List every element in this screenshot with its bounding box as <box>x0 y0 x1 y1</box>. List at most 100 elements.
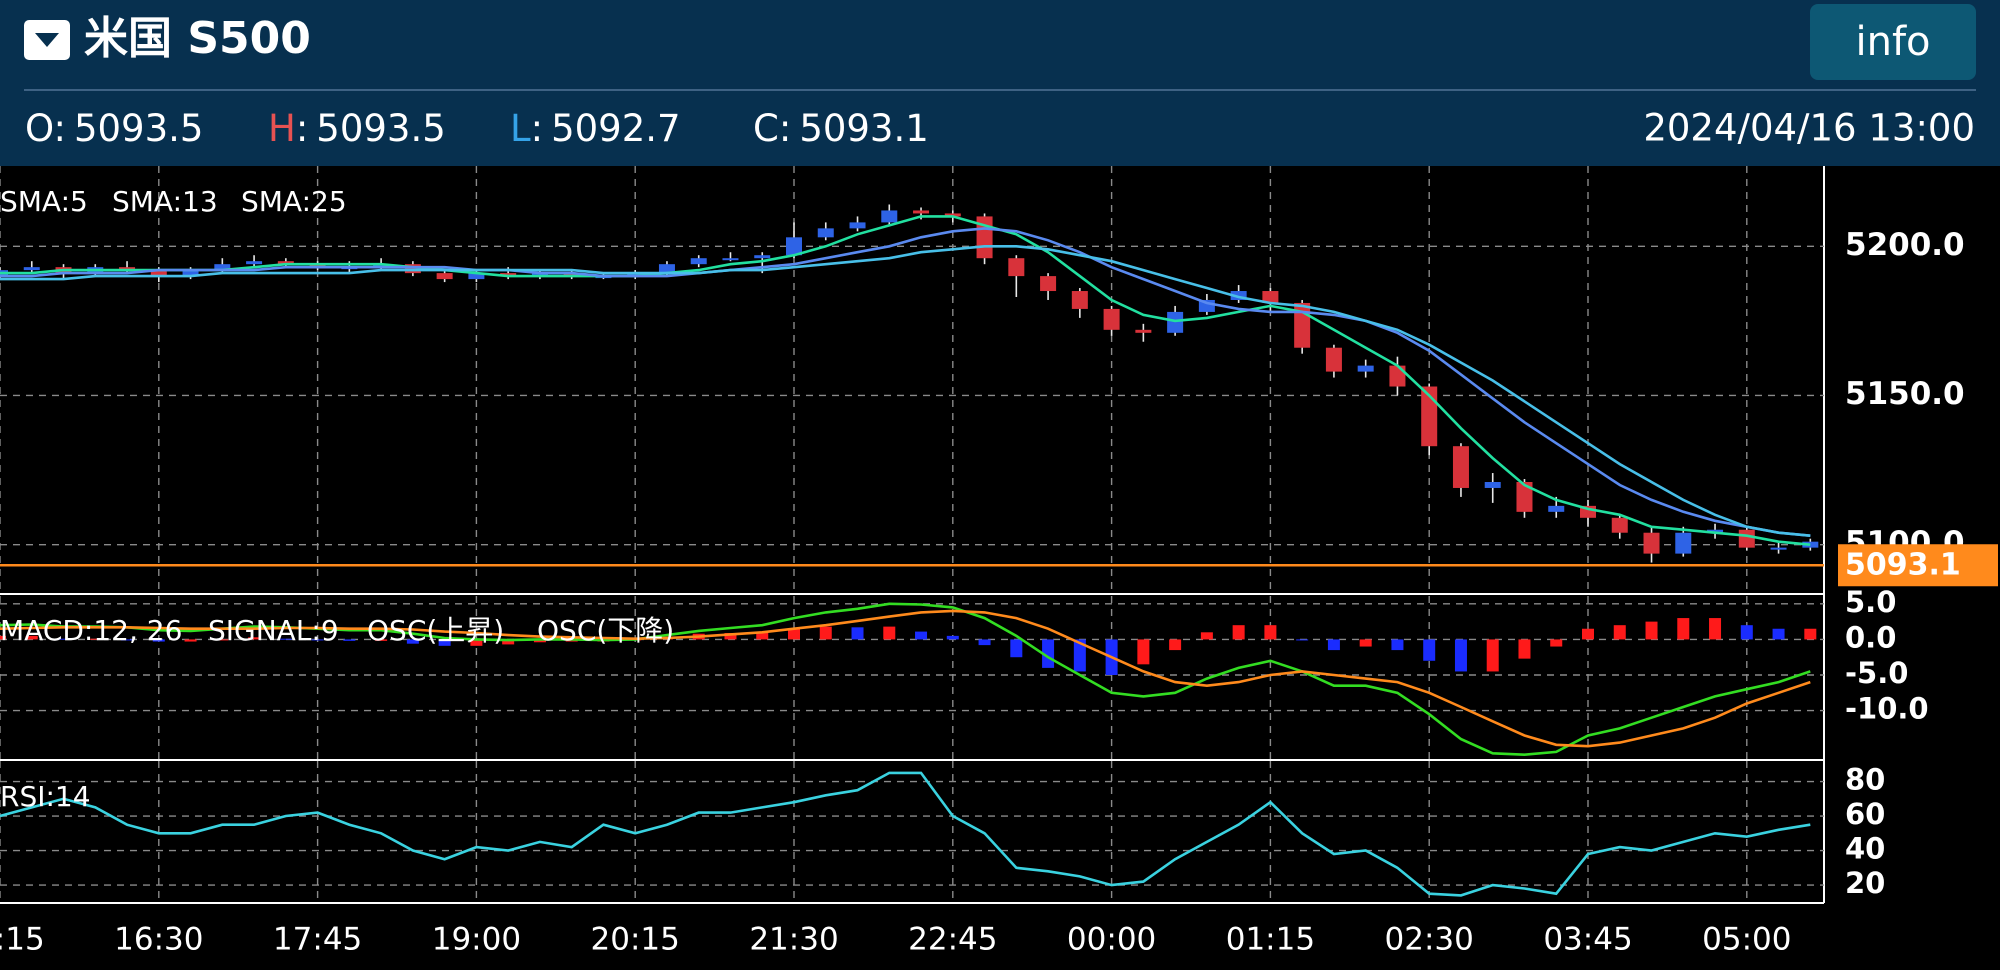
osc-bar <box>1740 625 1753 640</box>
candle-body <box>182 270 199 277</box>
candle-body <box>563 273 580 277</box>
ohlc-sep: : <box>531 107 543 150</box>
osc-bar <box>1169 639 1182 651</box>
x-tick-label: 21:30 <box>749 922 838 958</box>
x-tick-label: 05:00 <box>1702 922 1791 958</box>
candle-body <box>881 210 898 223</box>
candle-body <box>500 273 517 277</box>
legend-entry: SIGNAL:9 <box>208 614 339 647</box>
ohlc-item: L: 5092.7 <box>510 107 681 150</box>
candle-body <box>1325 347 1342 372</box>
osc-bar <box>1772 628 1785 640</box>
current-price-label: 5093.1 <box>1845 548 1961 583</box>
candle-body <box>1135 329 1152 333</box>
osc-bar <box>1296 639 1309 641</box>
candle-body <box>1516 481 1533 512</box>
osc-bar <box>756 632 769 640</box>
ohlc-value: 5092.7 <box>551 107 680 150</box>
dropdown-arrow <box>35 33 59 47</box>
candle-body <box>1167 311 1184 333</box>
indicator-line <box>0 215 1811 546</box>
candle-body <box>913 210 930 214</box>
x-tick-label: 15:15 <box>0 922 45 958</box>
osc-bar <box>1645 621 1658 640</box>
indicator-line <box>0 245 1811 537</box>
ohlc-key: H <box>268 107 296 150</box>
osc-bar <box>1709 618 1722 640</box>
candle-body <box>436 273 453 280</box>
osc-bar <box>343 639 356 641</box>
x-tick-label: 03:45 <box>1543 922 1632 958</box>
osc-bar <box>57 638 70 640</box>
candle-body <box>531 273 548 277</box>
candle-body <box>849 222 866 229</box>
candle-body <box>627 273 644 277</box>
ohlc-value: 5093.5 <box>74 107 203 150</box>
osc-bar <box>1264 625 1277 640</box>
y-tick-label: 5200.0 <box>1845 227 1965 263</box>
candle-body <box>1452 446 1469 488</box>
osc-bar <box>406 639 419 644</box>
x-tick-label: 19:00 <box>432 922 521 958</box>
candle-body <box>1548 505 1565 512</box>
osc-bar <box>1137 639 1150 665</box>
candle-body <box>1230 291 1247 300</box>
candle-body <box>150 270 167 277</box>
candle-body <box>1675 532 1692 554</box>
legend-entry: OSC(上昇) <box>367 614 504 647</box>
osc-bar <box>184 639 197 642</box>
x-tick-label: 16:30 <box>114 922 203 958</box>
osc-bar <box>311 639 324 641</box>
candle-body <box>1738 529 1755 548</box>
ohlc-item: O: 5093.5 <box>25 107 203 150</box>
osc-bar <box>152 639 165 642</box>
ohlc-sep: : <box>296 107 308 150</box>
osc-bar <box>25 635 38 640</box>
datetime: 2024/04/16 13:00 <box>1643 107 1975 150</box>
osc-bar <box>1454 639 1467 672</box>
candle-body <box>1802 541 1819 548</box>
osc-bar <box>502 639 515 645</box>
indicator-line <box>0 609 1811 748</box>
candle-body <box>1484 481 1501 488</box>
candle-body <box>277 261 294 265</box>
osc-bar <box>1582 628 1594 640</box>
osc-bar <box>1613 625 1626 640</box>
ohlc-sep: : <box>779 107 791 150</box>
candle-body <box>1707 529 1724 533</box>
info-button-label[interactable]: info <box>1855 19 1930 65</box>
candle-body <box>1357 365 1374 372</box>
x-tick-label: 17:45 <box>273 922 362 958</box>
osc-bar <box>946 635 959 640</box>
osc-bar <box>1327 639 1340 651</box>
info-button[interactable] <box>1810 4 1976 80</box>
osc-bar <box>216 639 229 641</box>
ohlc-value: 5093.5 <box>316 107 445 150</box>
candle-body <box>1040 276 1057 292</box>
candle-body <box>1008 258 1025 277</box>
legend-entry: MACD:12, 26 <box>0 614 182 647</box>
legend-entry: SMA:13 <box>112 185 218 218</box>
indicator-line <box>0 771 1811 897</box>
ohlc-sep: : <box>53 107 65 150</box>
x-tick-label: 00:00 <box>1067 922 1156 958</box>
y-tick-label: -10.0 <box>1845 692 1929 726</box>
legend-entry: OSC(下降) <box>537 614 674 647</box>
candle-body <box>1071 291 1088 309</box>
legend-entry: SMA:5 <box>0 185 88 218</box>
candle-body <box>722 258 739 261</box>
osc-bar <box>978 639 991 646</box>
ohlc-item: H: 5093.5 <box>268 107 446 150</box>
osc-bar <box>1518 639 1531 659</box>
ohlc-key: C <box>753 107 779 150</box>
ohlc-key: L <box>510 107 531 150</box>
candle-body <box>690 258 707 265</box>
osc-bar <box>279 638 292 640</box>
osc-bar <box>1804 628 1817 640</box>
y-tick-label: 0.0 <box>1845 620 1896 654</box>
ohlc-value: 5093.1 <box>799 107 928 150</box>
osc-bar <box>883 626 896 640</box>
x-tick-label: 20:15 <box>591 922 680 958</box>
candle-body <box>817 228 834 238</box>
candle-body <box>214 264 231 271</box>
